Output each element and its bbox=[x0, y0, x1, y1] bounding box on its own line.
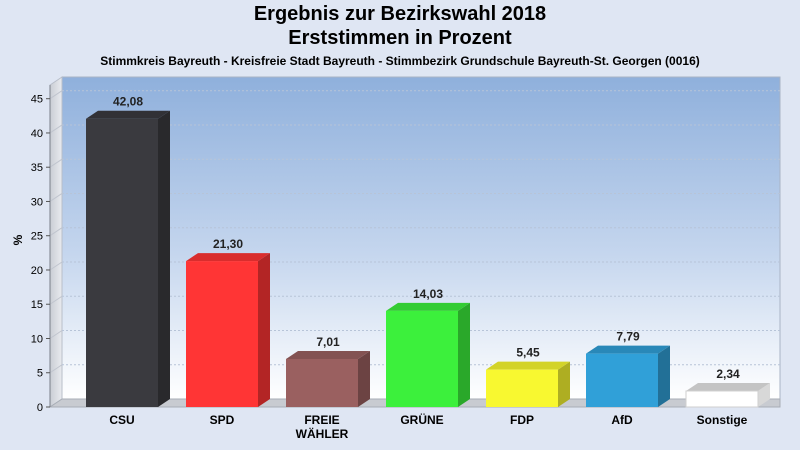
value-label: 7,01 bbox=[316, 335, 340, 349]
bar-front bbox=[86, 118, 158, 407]
bar-top bbox=[586, 345, 670, 354]
value-label: 42,08 bbox=[113, 95, 143, 109]
bar-side bbox=[658, 345, 670, 407]
gridline-wall bbox=[49, 124, 63, 134]
bar-side bbox=[258, 253, 270, 407]
gridlines bbox=[49, 90, 780, 374]
category-label: Sonstige bbox=[697, 413, 748, 427]
gridline-wall bbox=[49, 364, 63, 374]
gridline-wall bbox=[49, 295, 63, 305]
bar-afd bbox=[586, 345, 670, 407]
bar-fdp bbox=[486, 361, 570, 407]
category-label: GRÜNE bbox=[400, 412, 443, 427]
value-label: 14,03 bbox=[413, 287, 443, 301]
value-label: 5,45 bbox=[516, 346, 540, 360]
bar-top bbox=[86, 110, 170, 119]
bar-front bbox=[286, 358, 358, 407]
bar-front bbox=[186, 261, 258, 407]
y-tick-label: 15 bbox=[31, 299, 43, 311]
bar-csu bbox=[86, 110, 170, 407]
bar-top bbox=[486, 361, 570, 370]
y-tick-label: 25 bbox=[31, 231, 43, 243]
category-label: FDP bbox=[510, 413, 534, 427]
bar-top bbox=[686, 382, 770, 391]
bar-front bbox=[386, 310, 458, 407]
bar-front bbox=[586, 353, 658, 407]
y-tick-label: 30 bbox=[31, 196, 43, 208]
value-label: 7,79 bbox=[616, 330, 640, 344]
value-label: 2,34 bbox=[716, 367, 740, 381]
category-label: CSU bbox=[109, 413, 134, 427]
category-label: WÄHLER bbox=[296, 426, 349, 441]
gridline-wall bbox=[49, 261, 63, 271]
y-axis-label: % bbox=[11, 234, 25, 245]
chart-title: Ergebnis zur Bezirkswahl 2018 bbox=[253, 3, 547, 25]
bar-side bbox=[458, 302, 470, 407]
bar-top bbox=[386, 302, 470, 311]
y-tick-label: 40 bbox=[31, 128, 43, 140]
bar-spd bbox=[186, 253, 270, 407]
bar-freie-wähler bbox=[286, 350, 370, 407]
bar-grüne bbox=[386, 302, 470, 407]
bar-side bbox=[758, 382, 770, 407]
bar-front bbox=[685, 390, 759, 408]
y-axis: 0 5 10 15 20 25 30 35 40 45 bbox=[31, 85, 51, 414]
bar-side bbox=[558, 361, 570, 407]
category-label: AfD bbox=[611, 413, 633, 427]
gridline-wall bbox=[49, 330, 63, 339]
y-tick-label: 5 bbox=[37, 368, 43, 380]
y-tick-label: 10 bbox=[31, 333, 43, 345]
bar-side bbox=[158, 110, 170, 407]
gridline-wall bbox=[49, 90, 63, 100]
y-tick-label: 35 bbox=[31, 162, 43, 174]
y-tick-label: 0 bbox=[37, 402, 43, 414]
bars bbox=[86, 110, 770, 408]
chart-subtitle: Stimmkreis Bayreuth - Kreisfreie Stadt B… bbox=[100, 54, 700, 68]
bar-sonstige bbox=[685, 382, 770, 408]
bar-side bbox=[358, 350, 370, 407]
bar-front bbox=[486, 369, 558, 407]
chart-title-line2: Erststimmen in Prozent bbox=[288, 27, 512, 49]
gridline-wall bbox=[49, 193, 63, 202]
y-tick-label: 20 bbox=[31, 265, 43, 277]
bar-top bbox=[186, 253, 270, 262]
bar-top bbox=[286, 350, 370, 359]
y-tick-label: 45 bbox=[31, 94, 43, 106]
gridline-wall bbox=[49, 227, 63, 237]
category-label: SPD bbox=[210, 413, 235, 427]
value-label: 21,30 bbox=[213, 237, 243, 251]
gridline-wall bbox=[49, 158, 63, 168]
category-label: FREIE bbox=[304, 413, 339, 427]
